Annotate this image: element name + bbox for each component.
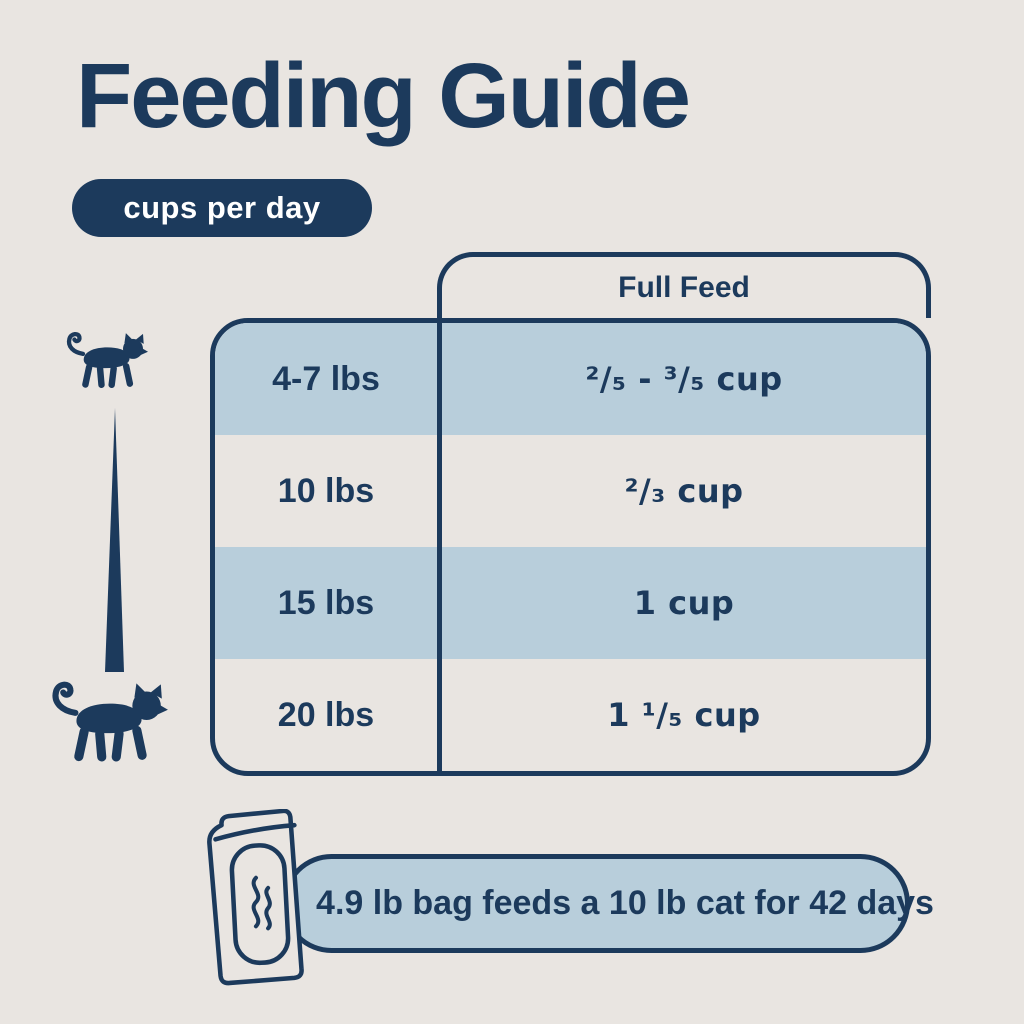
page-title: Feeding Guide [76, 45, 691, 147]
amount-cell: 1 cup [633, 584, 735, 622]
column-header-label: Full Feed [618, 270, 750, 304]
table-row: 10 lbs ²/₃ cup [215, 435, 926, 547]
feeding-note-banner: 4.9 lb bag feeds a 10 lb cat for 42 days [282, 854, 934, 953]
weight-cell: 4-7 lbs [215, 323, 442, 435]
weight-cell: 15 lbs [215, 547, 442, 659]
weight-cell: 20 lbs [215, 659, 442, 771]
units-badge: cups per day [72, 179, 372, 237]
table-row: 20 lbs 1 ¹/₅ cup [215, 659, 926, 771]
small-cat-icon [62, 331, 154, 391]
table-column-header: Full Feed [437, 252, 931, 318]
table-row: 4-7 lbs ²/₅ - ³/₅ cup [215, 323, 926, 435]
table-row: 15 lbs 1 cup [215, 547, 926, 659]
feeding-note-text: 4.9 lb bag feeds a 10 lb cat for 42 days [316, 884, 934, 922]
amount-cell: ²/₅ - ³/₅ cup [585, 360, 783, 398]
amount-cell: 1 ¹/₅ cup [607, 696, 761, 734]
units-badge-label: cups per day [123, 190, 321, 225]
large-cat-icon [50, 680, 172, 766]
food-bag-icon [199, 809, 321, 987]
weight-cell: 10 lbs [215, 435, 442, 547]
size-wedge-icon [101, 406, 129, 674]
amount-cell: ²/₃ cup [624, 472, 744, 510]
feeding-table: 4-7 lbs ²/₅ - ³/₅ cup 10 lbs ²/₃ cup 15 … [210, 318, 931, 776]
